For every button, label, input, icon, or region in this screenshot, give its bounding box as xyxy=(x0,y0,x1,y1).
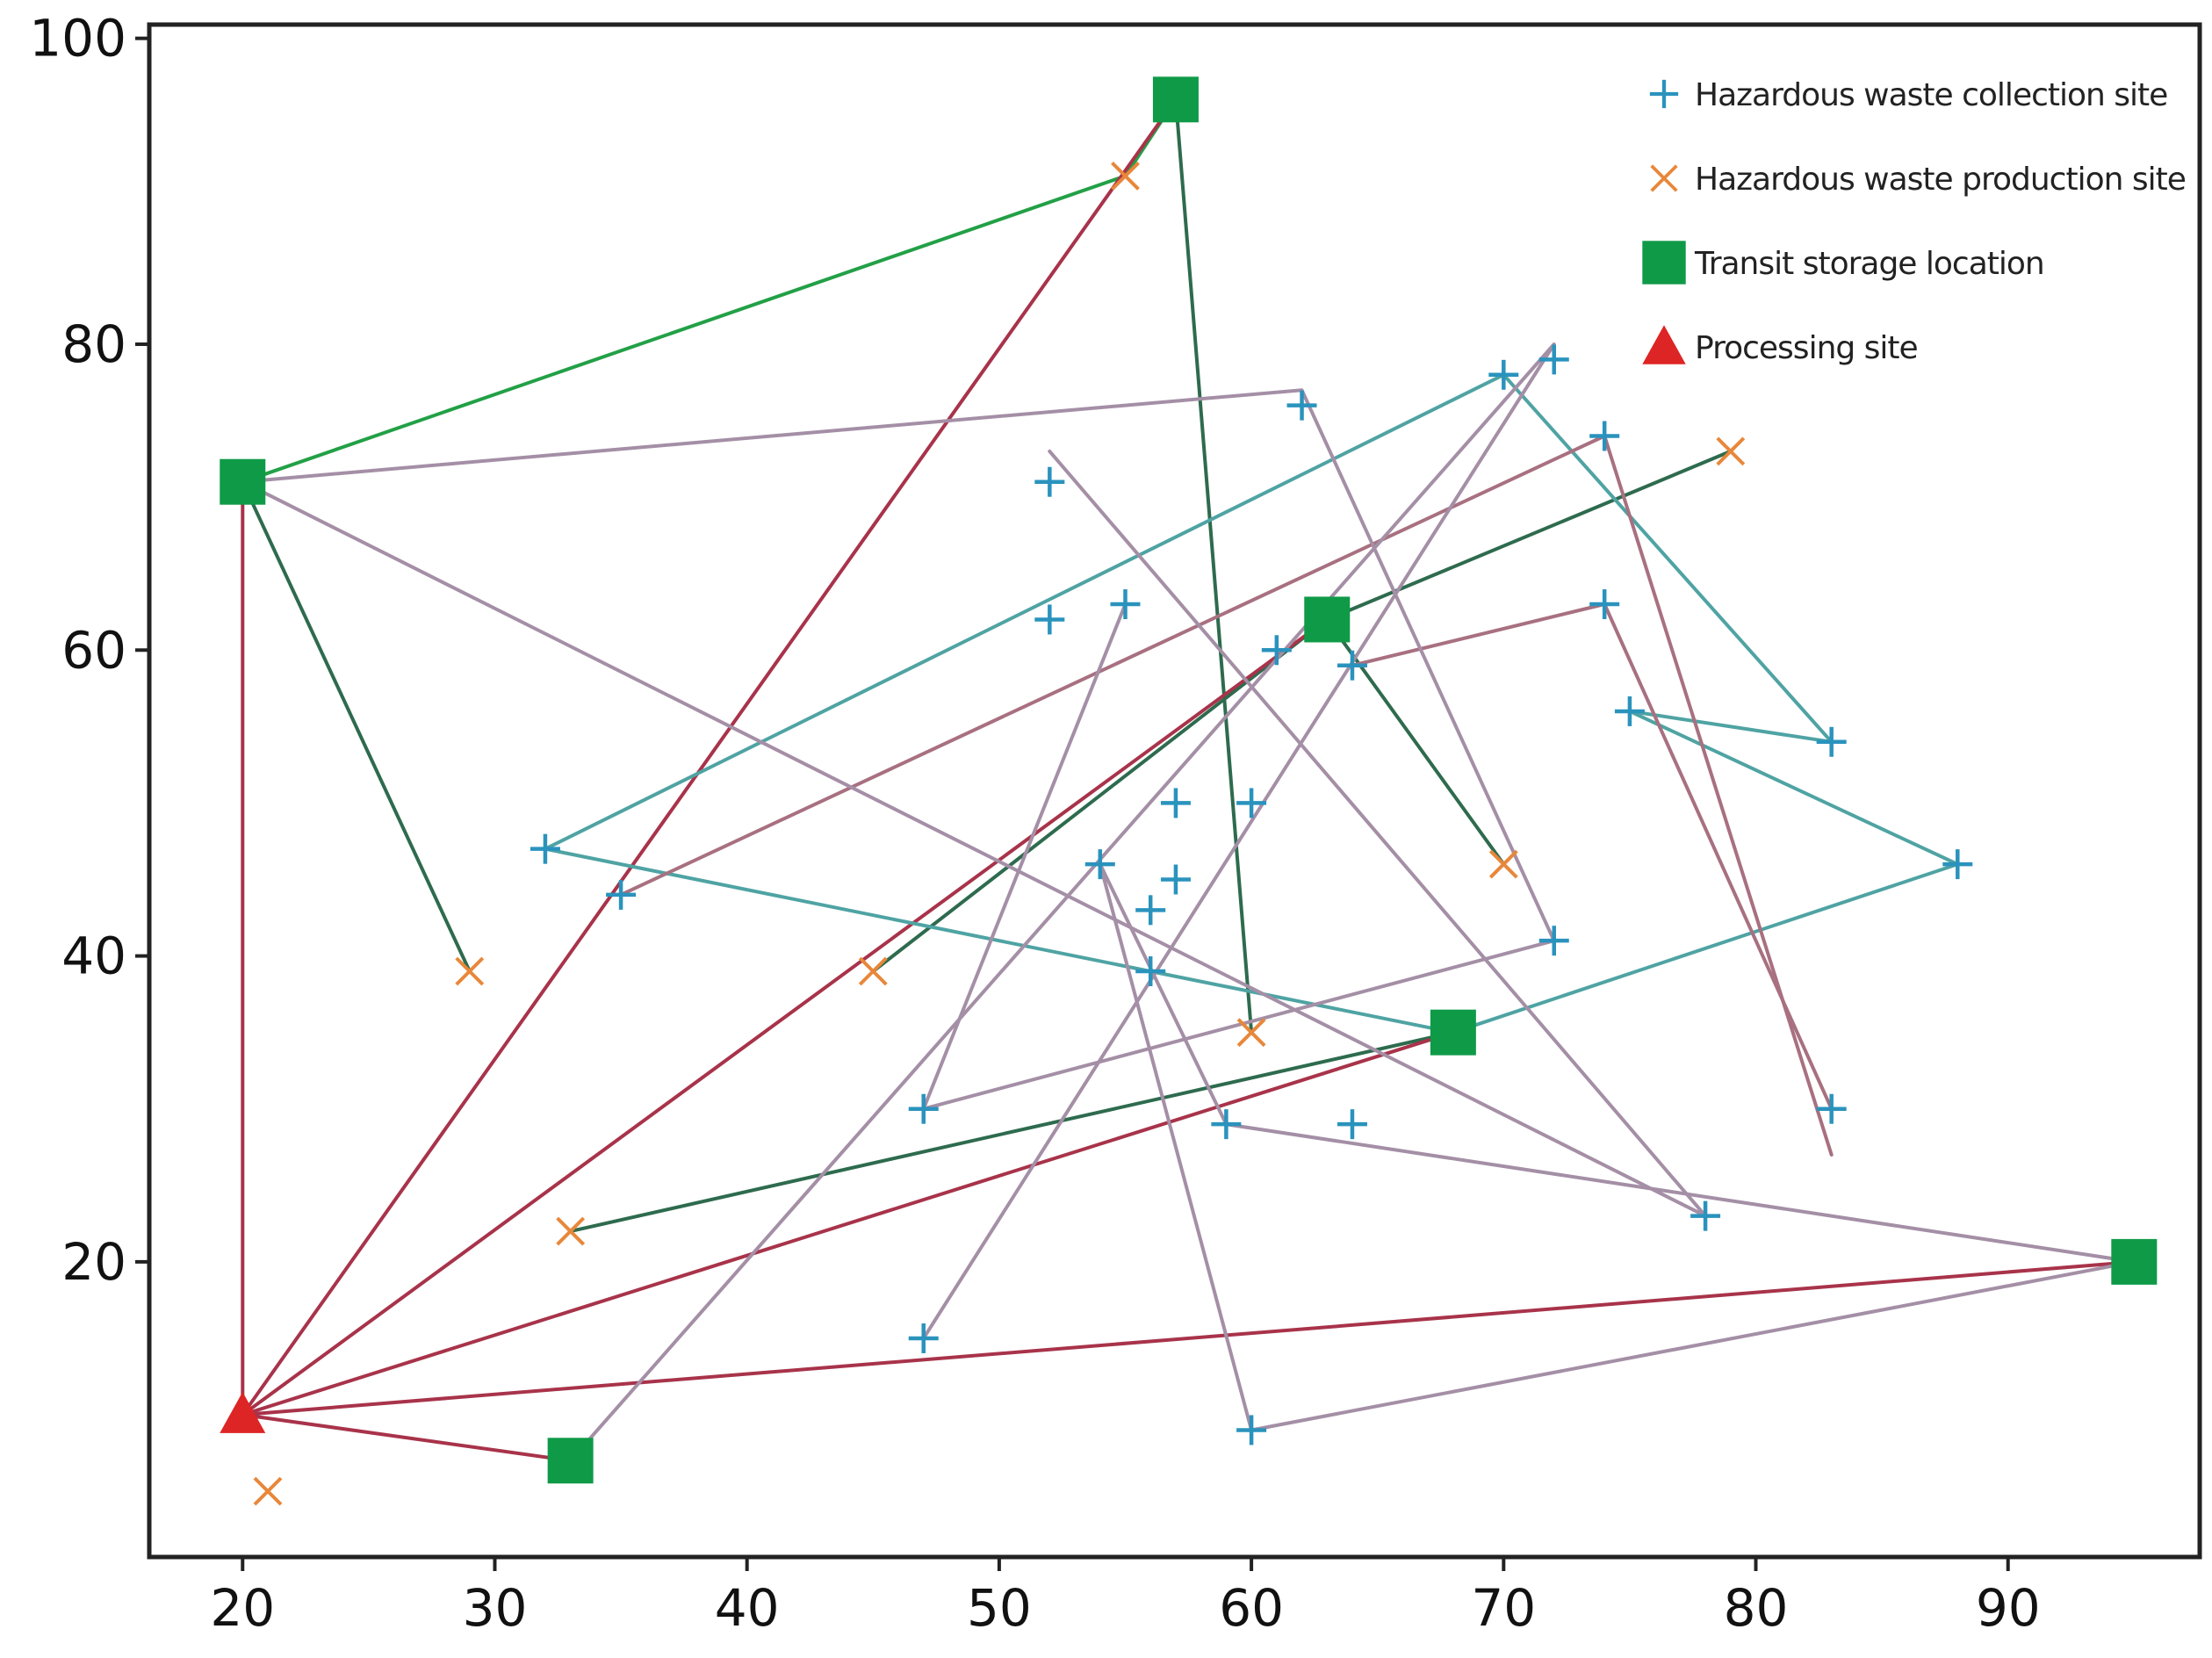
route-line xyxy=(1325,617,1506,867)
collection-point xyxy=(1236,1415,1267,1445)
x-tick-label: 70 xyxy=(1471,1578,1536,1638)
collection-point xyxy=(1261,635,1292,666)
route-line xyxy=(241,1259,2136,1417)
collection-point xyxy=(1337,1109,1367,1140)
legend-marker-production xyxy=(1650,164,1678,192)
collection-point xyxy=(1589,589,1620,620)
legend-label: Hazardous waste collection site xyxy=(1695,77,2167,113)
production-point xyxy=(556,1216,586,1246)
legend-item-storage: Transit storage location xyxy=(1642,241,2045,285)
storage-point xyxy=(2111,1238,2158,1285)
x-tick-label: 50 xyxy=(967,1578,1032,1638)
y-tick-label: 40 xyxy=(61,926,126,986)
legend-label: Transit storage location xyxy=(1694,246,2044,282)
collection-point xyxy=(606,879,637,910)
x-tick-label: 40 xyxy=(715,1578,780,1638)
collection-point xyxy=(1286,390,1317,421)
route-line xyxy=(1173,97,1254,1034)
x-axis: 20 30 40 50 60 70 80 90 xyxy=(149,1554,2200,1638)
route-line xyxy=(241,1413,573,1463)
production-point xyxy=(1716,436,1746,466)
production-point xyxy=(455,956,485,986)
collection-point xyxy=(1816,726,1847,757)
collection-point xyxy=(1942,849,1973,880)
y-axis: 20 40 60 80 100 xyxy=(29,9,152,1557)
storage-point xyxy=(547,1438,594,1484)
legend-marker-storage xyxy=(1642,241,1686,285)
collection-point xyxy=(530,833,560,864)
route-line xyxy=(568,1030,1455,1234)
collection-point xyxy=(1816,1093,1847,1124)
storage-point xyxy=(1152,76,1199,123)
processing-point xyxy=(220,1392,266,1433)
production-point xyxy=(1236,1018,1266,1048)
legend-label: Hazardous waste production site xyxy=(1695,162,2186,198)
route-line xyxy=(568,342,1556,1463)
production-point xyxy=(1111,161,1140,191)
collection-point xyxy=(908,1323,939,1353)
production-point xyxy=(858,956,888,986)
y-tick-label: 60 xyxy=(61,620,126,680)
collection-point xyxy=(1337,650,1367,681)
collection-point xyxy=(1538,344,1569,375)
legend: Hazardous waste collection site Hazardous… xyxy=(1642,77,2187,366)
collection-point xyxy=(908,1093,939,1124)
x-tick-label: 60 xyxy=(1219,1578,1284,1638)
route-line xyxy=(241,617,1329,1417)
route-line xyxy=(241,97,1178,1417)
legend-marker-processing xyxy=(1642,325,1686,364)
x-tick-label: 20 xyxy=(210,1578,275,1638)
collection-point xyxy=(1589,421,1620,451)
production-point xyxy=(253,1476,283,1506)
route-line xyxy=(241,1030,1455,1417)
collection-point xyxy=(1160,788,1191,818)
collection-point xyxy=(1034,466,1065,497)
collection-point xyxy=(1236,788,1267,818)
collection-point xyxy=(1160,864,1191,895)
storage-point xyxy=(1304,596,1351,643)
y-tick-label: 100 xyxy=(29,9,126,68)
legend-item-collection: Hazardous waste collection site xyxy=(1649,77,2168,113)
legend-marker-collection xyxy=(1649,79,1679,109)
storage-point xyxy=(220,458,266,505)
points-layer xyxy=(220,76,2158,1506)
y-tick-label: 20 xyxy=(61,1232,126,1292)
y-tick-label: 80 xyxy=(61,314,126,374)
collection-point xyxy=(1034,604,1065,635)
x-tick-label: 30 xyxy=(463,1578,528,1638)
legend-item-processing: Processing site xyxy=(1642,325,1919,366)
legend-label: Processing site xyxy=(1695,330,1918,366)
collection-point xyxy=(1538,926,1569,956)
collection-point xyxy=(1084,849,1115,880)
production-point xyxy=(1488,849,1518,879)
collection-point xyxy=(1110,589,1141,620)
route-line xyxy=(241,479,472,973)
collection-point xyxy=(1614,696,1645,726)
collection-point xyxy=(1211,1109,1242,1140)
collection-point xyxy=(1135,895,1166,926)
collection-point xyxy=(1488,359,1519,390)
x-tick-label: 90 xyxy=(1976,1578,2041,1638)
collection-point xyxy=(1690,1200,1721,1231)
legend-item-production: Hazardous waste production site xyxy=(1650,162,2187,198)
x-tick-label: 80 xyxy=(1724,1578,1789,1638)
collection-point xyxy=(1135,955,1166,986)
storage-point xyxy=(1430,1009,1476,1056)
